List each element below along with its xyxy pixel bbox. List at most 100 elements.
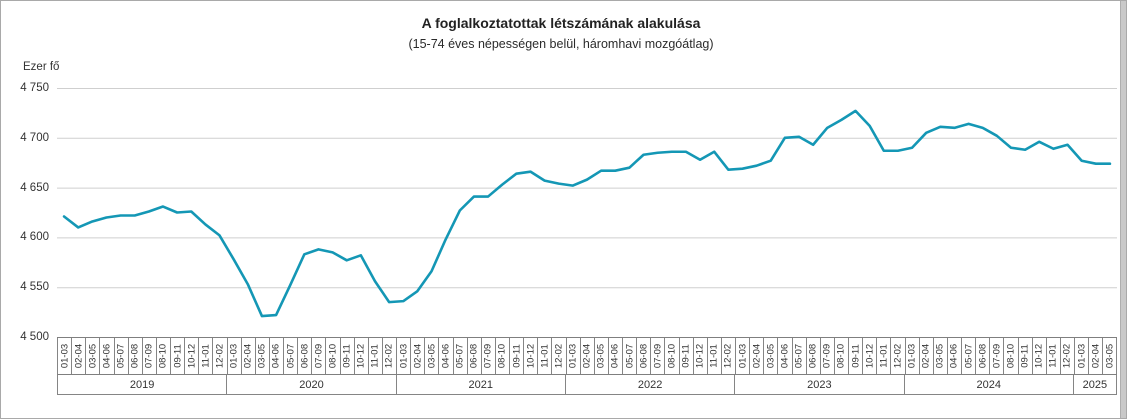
x-month-label: 01-03 [59,343,71,369]
x-month-cell: 04-06 [777,338,791,374]
x-month-cell: 02-04 [1088,338,1102,374]
x-axis-month-labels: 01-03 02-04 03-05 04-06 05-07 06-08 07-09 08-10… [57,337,1118,375]
x-month-label: 02-04 [242,343,254,369]
year-label-2021: 2021 [395,375,565,394]
x-month-cell: 01-03 [226,338,241,374]
x-month-label: 07-09 [821,343,833,369]
x-month-cell: 08-10 [494,338,509,374]
x-month-cell: 11-01 [537,338,551,374]
x-month-label: 06-08 [638,343,650,369]
x-month-cell: 12-02 [381,338,396,374]
x-month-label: 04-06 [609,343,621,369]
x-month-label: 11-01 [1047,344,1059,368]
x-month-cell: 01-03 [904,338,919,374]
x-month-cell: 06-08 [975,338,989,374]
x-month-cell: 10-12 [862,338,876,374]
x-month-label: 09-11 [511,344,523,368]
x-month-cell: 02-04 [410,338,424,374]
year-label-2025: 2025 [1072,375,1117,394]
x-month-label: 03-05 [256,343,268,369]
x-month-cell: 01-03 [565,338,580,374]
x-month-label: 11-01 [708,344,720,368]
x-month-cell: 12-02 [212,338,226,374]
x-month-label: 10-12 [525,343,537,369]
x-month-cell: 11-01 [876,338,890,374]
x-month-label: 03-05 [426,343,438,369]
x-month-cell: 11-01 [367,338,382,374]
x-month-label: 03-05 [934,343,946,369]
employment-line-chart [57,88,1117,318]
x-month-label: 01-03 [737,343,749,369]
x-month-cell: 02-04 [918,338,933,374]
x-month-cell: 03-05 [424,338,438,374]
x-month-label: 02-04 [920,343,932,369]
x-month-label: 10-12 [186,343,198,369]
x-axis-year-labels: 2019 2020 2021 2022 2023 2024 2025 [57,375,1117,395]
x-month-cell: 09-11 [678,338,693,374]
x-month-label: 12-02 [1061,343,1073,369]
x-month-label: 02-04 [1090,343,1102,369]
y-tick-label: 4 750 [20,82,49,94]
y-tick-label: 4 550 [20,281,49,294]
x-month-cell: 02-04 [749,338,763,374]
x-month-cell: 07-09 [480,338,495,374]
x-month-label: 03-05 [595,343,607,369]
x-month-cell: 12-02 [551,338,565,374]
x-month-label: 08-10 [1005,343,1017,369]
x-month-cell: 04-06 [946,338,961,374]
x-month-cell: 06-08 [297,338,311,374]
x-month-cell: 02-04 [71,338,85,374]
x-month-label: 05-07 [793,343,805,369]
x-month-label: 01-03 [398,343,410,369]
x-month-cell: 12-02 [720,338,735,374]
x-month-label: 10-12 [1033,343,1045,369]
x-month-cell: 06-08 [636,338,650,374]
x-month-label: 03-05 [765,343,777,369]
x-month-cell: 12-02 [1059,338,1074,374]
x-month-cell: 09-11 [1017,338,1032,374]
y-tick-label: 4 600 [20,231,49,244]
x-month-label: 12-02 [892,343,904,369]
x-month-cell: 05-07 [113,338,128,374]
x-month-label: 05-07 [624,343,636,369]
plot-area [57,88,1117,337]
chart-title: A foglalkoztatottak létszámának alakulás… [421,15,701,31]
x-month-label: 04-06 [440,343,452,369]
x-month-label: 12-02 [214,343,226,369]
x-month-label: 02-04 [412,343,424,369]
x-month-cell: 10-12 [523,338,537,374]
x-month-cell: 05-07 [283,338,297,374]
x-month-label: 09-11 [850,344,862,368]
x-month-label: 11-01 [539,344,551,368]
x-month-label: 07-09 [991,343,1003,369]
year-label-2020: 2020 [226,375,395,394]
x-month-label: 01-03 [906,343,918,369]
x-month-cell: 03-05 [593,338,608,374]
x-month-label: 05-07 [115,343,127,369]
x-month-cell: 04-06 [607,338,622,374]
x-month-label: 01-03 [228,343,240,369]
x-month-cell: 03-05 [932,338,947,374]
x-month-label: 04-06 [948,343,960,369]
x-month-label: 09-11 [172,344,184,368]
x-month-cell: 07-09 [141,338,156,374]
year-label-2023: 2023 [734,375,903,394]
x-month-label: 04-06 [779,343,791,369]
x-month-cell: 06-08 [127,338,142,374]
x-month-label: 05-07 [963,343,975,369]
x-month-cell: 01-03 [396,338,410,374]
x-month-cell: 09-11 [339,338,354,374]
y-tick-label: 4 500 [20,331,49,343]
x-month-label: 11-01 [200,344,212,368]
x-month-cell: 08-10 [1003,338,1017,374]
x-month-cell: 02-04 [579,338,594,374]
x-month-cell: 06-08 [466,338,481,374]
x-month-cell: 06-08 [805,338,820,374]
x-month-label: 07-09 [652,343,664,369]
x-month-label: 12-02 [383,343,395,369]
y-tick-label: 4 700 [20,131,49,144]
x-month-label: 05-07 [285,343,297,369]
x-month-label: 12-02 [553,343,565,369]
x-month-label: 05-07 [454,343,466,369]
x-month-label: 08-10 [496,343,508,369]
